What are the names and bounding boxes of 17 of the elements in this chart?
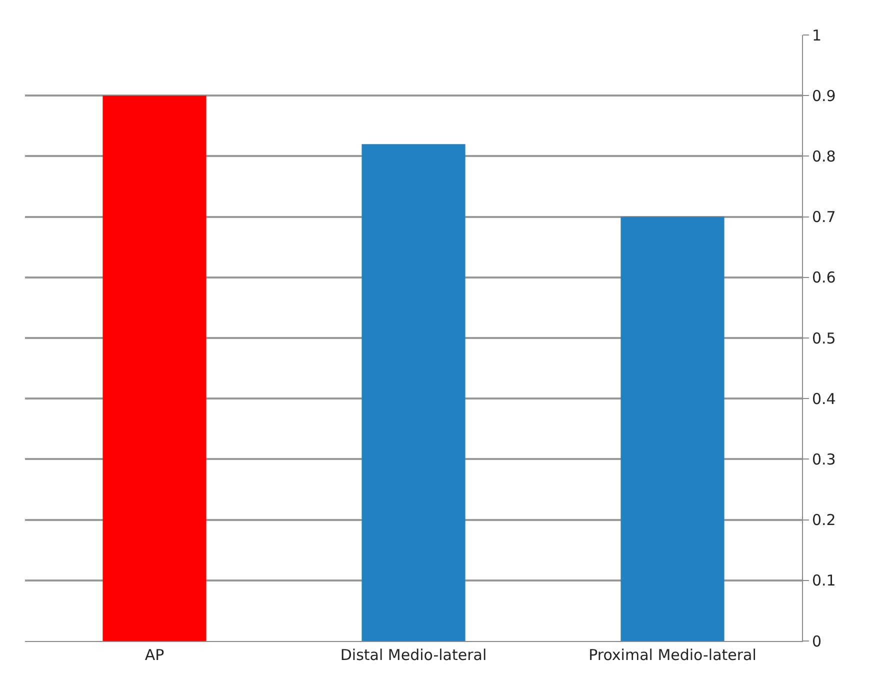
y-tick-label: 0.9 <box>812 86 836 105</box>
y-tick-label: 0.6 <box>812 268 836 287</box>
bar <box>620 216 724 641</box>
y-tick-label: 0.3 <box>812 450 836 468</box>
x-tick-label: Distal Medio-lateral <box>340 646 487 664</box>
bar <box>102 96 206 641</box>
y-tick-label: 0.5 <box>812 329 836 348</box>
x-tick-label: Proximal Medio-lateral <box>588 646 756 664</box>
x-tick-label: AP <box>144 646 164 664</box>
y-tick-label: 0.2 <box>812 511 836 530</box>
y-tick-label: 0.8 <box>812 147 836 166</box>
y-tick-label: 0.7 <box>812 208 836 226</box>
y-tick-label: 0.4 <box>812 390 836 408</box>
y-tick-label: 1 <box>812 26 822 44</box>
bar <box>362 144 466 641</box>
y-tick-label: 0 <box>812 632 822 650</box>
y-tick-label: 0.1 <box>812 572 836 590</box>
